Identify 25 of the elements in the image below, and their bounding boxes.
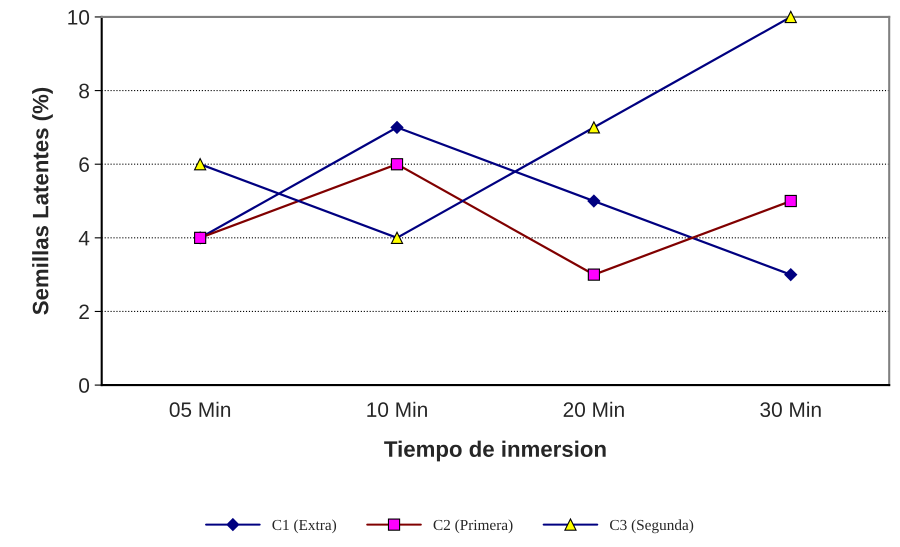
legend-label: C2 (Primera) <box>434 519 513 534</box>
x-tick-label: 30 Min <box>760 402 821 418</box>
point <box>588 121 600 134</box>
y-tick-label: 2 <box>79 304 89 320</box>
point <box>587 194 600 208</box>
y-tick-label: 10 <box>68 10 90 25</box>
point <box>390 158 404 170</box>
point <box>784 194 797 208</box>
y-axis-title: Semillas Latentes (%) <box>32 88 53 315</box>
point <box>784 268 798 282</box>
point <box>588 268 600 281</box>
y-tick-label: 8 <box>79 84 89 98</box>
point <box>194 158 206 170</box>
legend-label: C3 (Segunda) <box>610 519 694 534</box>
point <box>784 10 797 24</box>
x-axis-title: Tiempo de inmersion <box>384 440 606 462</box>
x-tick-label: 20 Min <box>564 402 624 418</box>
point <box>390 120 404 134</box>
point <box>390 232 404 244</box>
y-tick-label: 0 <box>79 378 90 393</box>
y-tick-label: 6 <box>79 157 89 172</box>
legend-label: C1 (Extra) <box>272 519 336 534</box>
x-tick-label: 10 Min <box>367 402 427 418</box>
y-tick-label: 4 <box>78 231 90 246</box>
x-tick-label: 05 Min <box>170 402 230 418</box>
